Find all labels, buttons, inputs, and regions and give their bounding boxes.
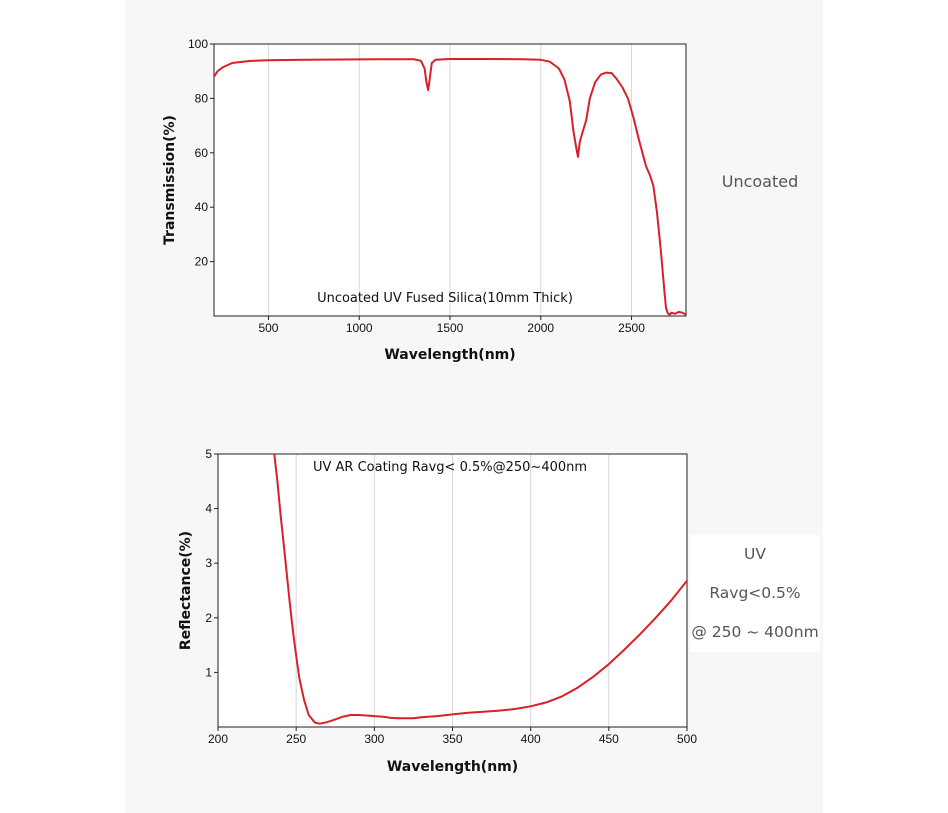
series-line: [273, 454, 687, 725]
y-tick-label: 100: [188, 37, 208, 51]
uv-label-line2: Ravg<0.5%: [709, 584, 801, 602]
y-tick-label: 60: [195, 146, 209, 160]
y-tick-label: 3: [205, 556, 212, 570]
y-tick-label: 40: [195, 200, 209, 214]
y-tick-label: 2: [205, 611, 212, 625]
x-tick-label: 450: [599, 732, 619, 746]
uv-label-line3: @ 250 ~ 400nm: [691, 623, 819, 641]
y-axis-label: Transmission(%): [162, 115, 178, 245]
x-tick-label: 2500: [618, 321, 645, 335]
x-tick-label: 250: [286, 732, 306, 746]
x-tick-label: 500: [258, 321, 278, 335]
y-tick-label: 1: [205, 665, 212, 679]
x-tick-label: 1000: [346, 321, 373, 335]
x-tick-label: 500: [677, 732, 697, 746]
x-axis-label: Wavelength(nm): [387, 759, 518, 775]
x-axis-label: Wavelength(nm): [384, 347, 515, 363]
y-tick-label: 5: [205, 447, 212, 461]
chart-annotation: Uncoated UV Fused Silica(10mm Thick): [317, 291, 573, 306]
y-axis-label: Reflectance(%): [178, 531, 194, 650]
x-tick-label: 400: [521, 732, 541, 746]
uv-coating-label: UV Ravg<0.5% @ 250 ~ 400nm: [690, 535, 820, 652]
uv-label-line1: UV: [744, 545, 766, 563]
series-line: [214, 58, 686, 316]
x-tick-label: 300: [364, 732, 384, 746]
x-tick-label: 2000: [527, 321, 554, 335]
y-tick-label: 80: [195, 91, 209, 105]
y-tick-label: 20: [195, 255, 209, 269]
y-tick-label: 4: [205, 502, 212, 516]
chart-annotation: UV AR Coating Ravg< 0.5%@250~400nm: [313, 460, 587, 475]
x-tick-label: 200: [208, 732, 228, 746]
x-tick-label: 1500: [437, 321, 464, 335]
uncoated-label: Uncoated: [721, 172, 799, 191]
x-tick-label: 350: [442, 732, 462, 746]
